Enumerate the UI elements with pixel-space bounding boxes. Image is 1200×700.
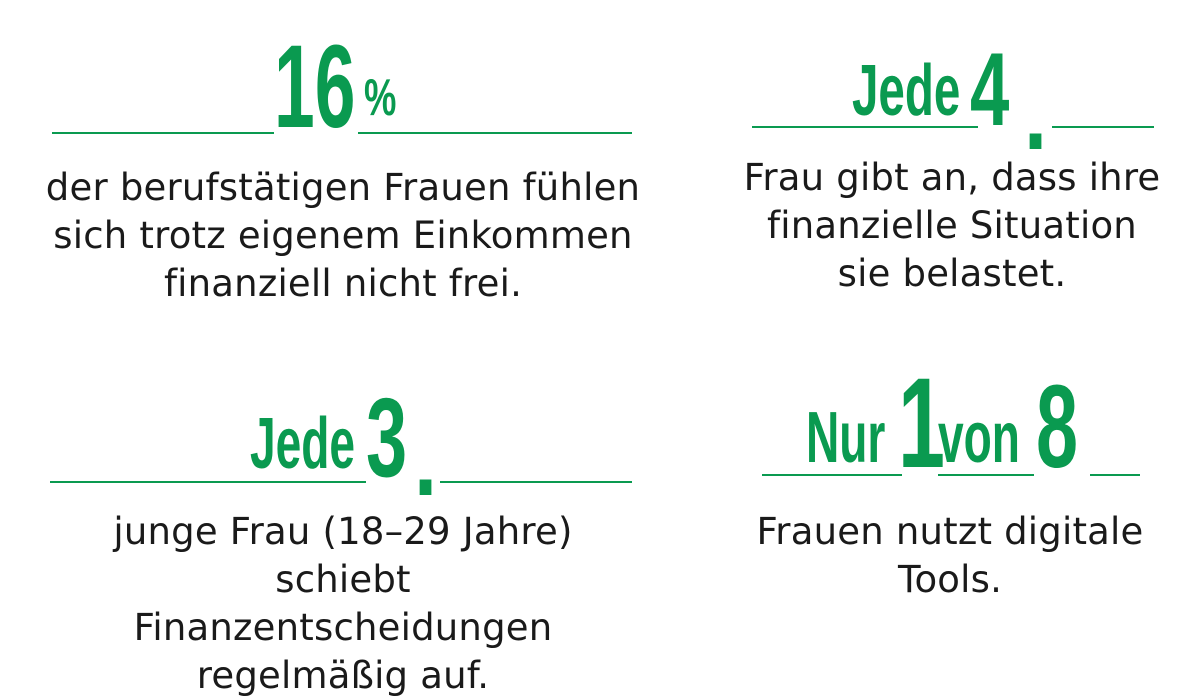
description-line: sich trotz eigenem Einkommen [53, 214, 633, 257]
headline-rule-left [50, 481, 366, 483]
description-line: Frauen nutzt digitale [756, 510, 1144, 553]
stat-description: Frauen nutzt digitale Tools. [744, 508, 1156, 604]
stat-number: 16 [274, 21, 356, 153]
description-line: regelmäßig auf. [196, 654, 490, 697]
headline-rule-left [762, 474, 902, 476]
headline-rule-right [1090, 474, 1140, 476]
headline-rule-right [358, 132, 632, 134]
description-line: der berufstätigen Frauen fühlen [45, 166, 641, 209]
stat-number: 4 [970, 32, 1010, 148]
headline-rule-left [752, 126, 978, 128]
stat-prefix: Jede [250, 404, 356, 484]
headline-rule-right [1052, 126, 1154, 128]
description-line: sie belastet. [837, 252, 1067, 295]
headline-rule-middle [938, 474, 1034, 476]
description-line: junge Frau (18–29 Jahre) schiebt [113, 510, 573, 601]
stat-number: 3 [366, 375, 408, 500]
description-line: finanziell nicht frei. [163, 262, 523, 305]
headline-rule-left [52, 132, 274, 134]
stat-description: junge Frau (18–29 Jahre) schiebt Finanze… [40, 508, 646, 700]
stat-number: 1 [898, 352, 945, 495]
description-line: finanzielle Situation [767, 204, 1137, 247]
stat-prefix: Nur [806, 398, 886, 478]
headline-rule-right [440, 481, 632, 483]
stat-prefix: Jede [852, 51, 961, 131]
stat-description: der berufstätigen Frauen fühlen sich tro… [40, 164, 646, 308]
description-line: Tools. [897, 558, 1003, 601]
stat-description: Frau gibt an, dass ihre finanzielle Situ… [738, 154, 1166, 298]
description-line: Finanzentscheidungen [133, 606, 553, 649]
stat-suffix: . [1024, 56, 1048, 172]
stat-middle-word: von [938, 398, 1020, 478]
stat-number-total: 8 [1036, 361, 1079, 493]
description-line: Frau gibt an, dass ihre [743, 156, 1161, 199]
stat-suffix: . [414, 402, 438, 518]
stat-unit: % [364, 69, 397, 127]
